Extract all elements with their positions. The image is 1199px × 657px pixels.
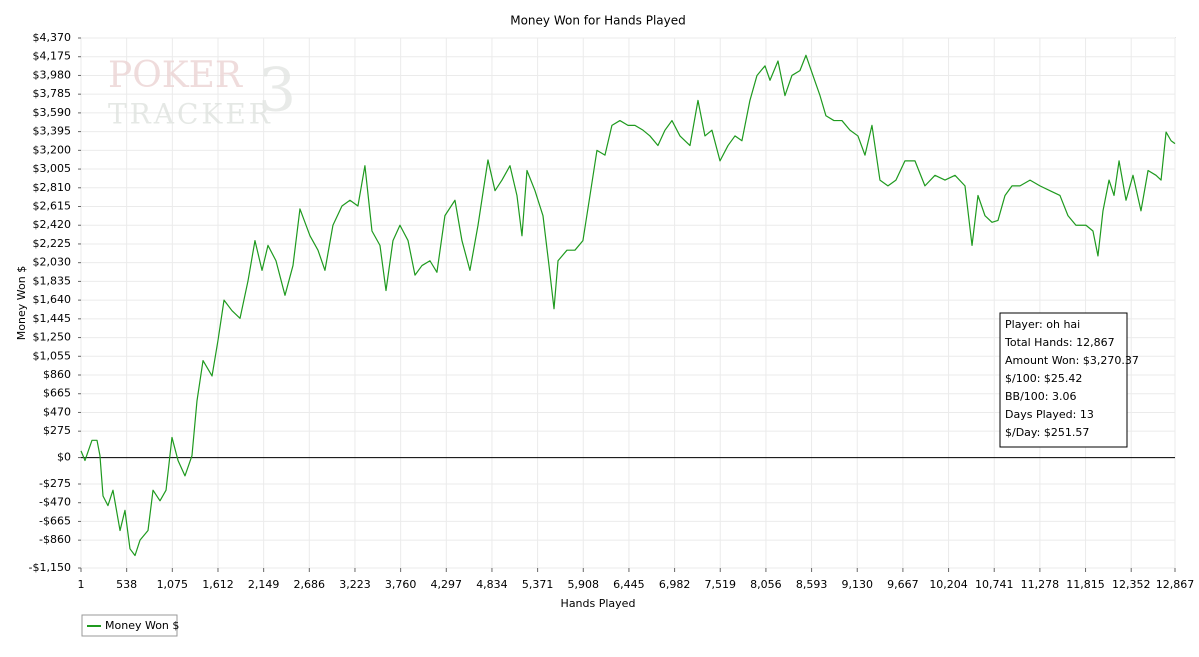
y-tick-label: $665 (43, 387, 71, 400)
y-tick-label: $860 (43, 368, 71, 381)
y-tick-label: $0 (57, 451, 71, 464)
watermark-text: POKER (108, 55, 243, 96)
stats-line: BB/100: 3.06 (1005, 390, 1077, 403)
stats-box: Player: oh hai Total Hands: 12,867 Amount … (999, 312, 1139, 448)
watermark-text: TRACKER (108, 98, 273, 131)
y-tick-label: $3,980 (33, 68, 72, 81)
stats-line: Amount Won: $3,270.37 (1005, 354, 1139, 367)
y-tick-label: $470 (43, 405, 71, 418)
y-tick-label: $2,225 (33, 237, 72, 250)
x-tick-label: 6,445 (613, 578, 645, 591)
y-tick-label: -$1,150 (29, 561, 71, 574)
x-tick-label: 8,593 (796, 578, 828, 591)
y-tick-label: $1,445 (33, 312, 72, 325)
x-tick-label: 3,223 (339, 578, 371, 591)
x-tick-label: 6,982 (659, 578, 691, 591)
y-tick-label: $1,640 (33, 293, 72, 306)
x-tick-label: 9,667 (887, 578, 919, 591)
y-tick-label: $2,030 (33, 256, 72, 269)
y-tick-label: $3,590 (33, 106, 72, 119)
y-tick-label: $3,005 (33, 162, 72, 175)
x-tick-label: 1,075 (157, 578, 189, 591)
x-axis-label: Hands Played (561, 597, 636, 610)
y-tick-label: $1,250 (33, 331, 72, 344)
x-tick-label: 12,352 (1112, 578, 1151, 591)
y-tick-label: $3,200 (33, 143, 72, 156)
watermark: POKER TRACKER 3 (108, 55, 296, 131)
y-tick-label: $275 (43, 424, 71, 437)
marks (80, 54, 1176, 557)
x-tick-label: 3,760 (385, 578, 417, 591)
y-tick-label: $1,055 (33, 349, 72, 362)
stats-frame (999, 312, 1128, 448)
y-tick-label: $4,175 (33, 50, 72, 63)
x-tick-label: 5,908 (568, 578, 600, 591)
x-tick-label: 8,056 (750, 578, 782, 591)
y-axis-label: Money Won $ (15, 266, 28, 340)
x-tick-label: 1 (78, 578, 85, 591)
x-tick-label: 10,741 (975, 578, 1014, 591)
legend-frame (81, 614, 178, 637)
watermark-text: 3 (258, 56, 296, 126)
stats-lines: Player: oh hai Total Hands: 12,867 Amount … (1004, 318, 1139, 439)
y-tick-label: $2,420 (33, 218, 72, 231)
stats-line: Player: oh hai (1005, 318, 1080, 331)
y-tick-label: -$665 (39, 514, 71, 527)
x-tick-label: 4,834 (476, 578, 508, 591)
x-tick-label: 1,612 (202, 578, 234, 591)
y-tick-label: $3,395 (33, 125, 72, 138)
x-tick-label: 5,371 (522, 578, 554, 591)
x-tick-label: 538 (116, 578, 137, 591)
y-tick-label: -$860 (39, 533, 71, 546)
stats-line: Days Played: 13 (1005, 408, 1094, 421)
x-tick-label: 2,686 (294, 578, 326, 591)
y-tick-label: -$470 (39, 496, 71, 509)
x-tick-label: 4,297 (431, 578, 463, 591)
x-tick-label: 11,278 (1021, 578, 1060, 591)
chart-title: Money Won for Hands Played (510, 14, 686, 28)
y-tick-label: $4,370 (33, 31, 72, 44)
x-tick-label: 10,204 (929, 578, 968, 591)
x-tick-label: 2,149 (248, 578, 280, 591)
stats-line: $/Day: $251.57 (1005, 426, 1089, 439)
x-tick-label: 9,130 (841, 578, 873, 591)
y-tick-label: $3,785 (33, 87, 72, 100)
y-tick-label: -$275 (39, 477, 71, 490)
y-tick-label: $2,810 (33, 181, 72, 194)
legend-label: Money Won $ (105, 619, 179, 632)
data-line (80, 54, 1176, 557)
x-tick-label: 12,867 (1156, 578, 1195, 591)
legend: Money Won $ (81, 614, 179, 637)
stats-line: $/100: $25.42 (1005, 372, 1082, 385)
x-tick-label: 7,519 (705, 578, 737, 591)
y-tick-label: $1,835 (33, 274, 72, 287)
x-tick-label: 11,815 (1066, 578, 1105, 591)
stats-line: Total Hands: 12,867 (1004, 336, 1115, 349)
y-tick-label: $2,615 (33, 200, 72, 213)
